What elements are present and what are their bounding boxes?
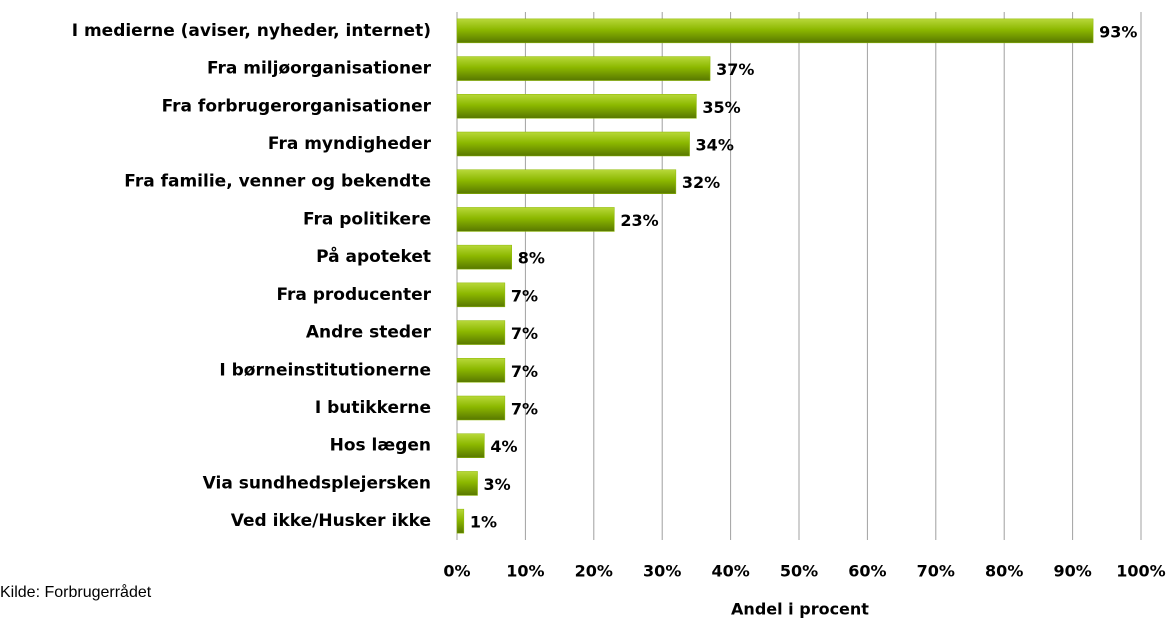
x-tick-label: 40% xyxy=(711,562,749,581)
x-tick-label: 80% xyxy=(985,562,1023,581)
bar xyxy=(456,56,711,81)
x-tick-label: 0% xyxy=(443,562,470,581)
x-tick-label: 100% xyxy=(1116,562,1165,581)
data-label: 37% xyxy=(716,60,754,79)
bar xyxy=(456,433,485,458)
grid xyxy=(456,12,1142,540)
data-label: 35% xyxy=(702,98,740,117)
source: Kilde: Forbrugerrådet xyxy=(0,583,152,601)
bar xyxy=(456,471,478,496)
y-tick-label: I medierne (aviser, nyheder, internet) xyxy=(72,21,431,41)
x-tick-label: 30% xyxy=(643,562,681,581)
bar xyxy=(456,282,506,308)
y-tick-label: Fra politikere xyxy=(303,209,431,229)
data-label: 3% xyxy=(484,475,511,494)
data-label: 34% xyxy=(696,136,734,155)
data-label: 4% xyxy=(490,437,517,456)
x-axis-label: Andel i procent xyxy=(731,600,869,619)
bar xyxy=(456,169,677,194)
y-tick-label: Fra myndigheder xyxy=(268,134,432,154)
bar xyxy=(456,244,512,270)
x-tick-label: 50% xyxy=(780,562,818,581)
bar xyxy=(456,94,697,119)
y-tick-label: Andre steder xyxy=(306,323,432,343)
y-tick-label: Fra familie, venner og bekendte xyxy=(124,172,431,192)
y-tick-label: I butikkerne xyxy=(315,398,431,418)
y-tick-label: I børneinstitutionerne xyxy=(219,360,431,380)
x-tick-label: 90% xyxy=(1053,562,1091,581)
x-tick-label: 60% xyxy=(848,562,886,581)
x-tick-label: 70% xyxy=(917,562,955,581)
data-label: 1% xyxy=(470,513,497,532)
y-tick-label: Fra forbrugerorganisationer xyxy=(162,96,432,116)
data-label: 8% xyxy=(518,249,545,268)
y-tick-label: Hos lægen xyxy=(330,436,431,456)
y-tick-label: Fra producenter xyxy=(276,285,431,305)
data-label: 23% xyxy=(620,211,658,230)
bar xyxy=(456,358,506,383)
bar xyxy=(456,207,615,232)
y-tick-label: Ved ikke/Husker ikke xyxy=(231,511,431,531)
bar xyxy=(456,131,690,157)
y-tick-label: På apoteket xyxy=(316,245,431,267)
data-label: 7% xyxy=(511,400,538,419)
y-tick-label: Fra miljøorganisationer xyxy=(207,59,432,79)
data-label: 32% xyxy=(682,173,720,192)
data-label: 7% xyxy=(511,324,538,343)
bar xyxy=(456,320,506,345)
bar xyxy=(456,395,506,421)
x-tick-label: 20% xyxy=(575,562,613,581)
y-tick-label: Via sundhedsplejersken xyxy=(203,473,431,493)
data-label: 7% xyxy=(511,286,538,305)
bar xyxy=(456,18,1094,44)
x-tick-label: 10% xyxy=(506,562,544,581)
data-label: 93% xyxy=(1099,22,1137,41)
bar xyxy=(456,508,465,534)
data-label: 7% xyxy=(511,362,538,381)
